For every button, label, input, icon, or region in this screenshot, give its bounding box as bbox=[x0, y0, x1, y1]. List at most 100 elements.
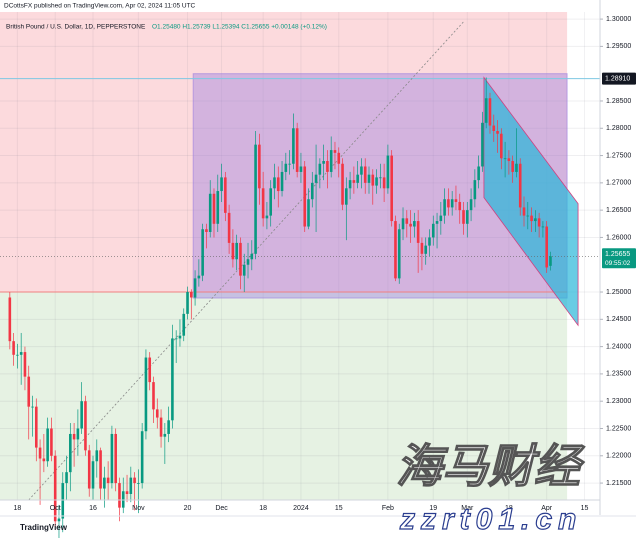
candle-body bbox=[69, 433, 72, 473]
publisher: DCottsFX published on TradingView.com, A… bbox=[4, 3, 196, 10]
candle-body bbox=[246, 259, 250, 265]
y-tick-label: 1.27500 bbox=[606, 152, 631, 159]
candle-body bbox=[394, 221, 397, 279]
candle-body bbox=[386, 155, 390, 189]
hline-label: 1.28910 bbox=[605, 75, 630, 82]
candle-body bbox=[288, 163, 291, 165]
candle-body bbox=[416, 221, 420, 243]
candle-body bbox=[431, 223, 435, 238]
candle-body bbox=[367, 174, 371, 183]
candle-body bbox=[31, 406, 34, 408]
candle-body bbox=[526, 215, 530, 217]
y-tick-label: 1.23000 bbox=[606, 398, 631, 405]
candle-body bbox=[375, 177, 378, 186]
candle-body bbox=[186, 292, 189, 314]
candle-body bbox=[397, 229, 401, 279]
y-tick-label: 1.26000 bbox=[606, 234, 631, 241]
candle-body bbox=[34, 406, 38, 448]
candle-body bbox=[12, 341, 15, 355]
candle-body bbox=[163, 433, 167, 437]
candle-body bbox=[496, 130, 499, 134]
candle-body bbox=[182, 313, 186, 336]
candle-body bbox=[515, 163, 518, 172]
candle-body bbox=[95, 450, 99, 462]
candle-body bbox=[152, 382, 155, 410]
candle-body bbox=[46, 428, 49, 462]
candle-body bbox=[273, 177, 276, 189]
candle-body bbox=[140, 431, 144, 484]
candle-body bbox=[269, 188, 272, 216]
candle-body bbox=[216, 191, 220, 224]
candle-body bbox=[465, 210, 469, 224]
countdown-label: 09:55:02 bbox=[605, 260, 631, 267]
candle-body bbox=[159, 417, 163, 437]
candle-body bbox=[254, 144, 257, 254]
candle-body bbox=[303, 166, 307, 227]
candle-body bbox=[322, 161, 325, 164]
candle-body bbox=[242, 264, 246, 276]
y-tick-label: 1.30000 bbox=[606, 16, 631, 23]
candle-body bbox=[428, 237, 431, 246]
candle-body bbox=[341, 163, 344, 205]
candle-body bbox=[447, 199, 450, 208]
candle-body bbox=[16, 354, 19, 356]
x-tick-label: Feb bbox=[382, 505, 394, 512]
candle-body bbox=[110, 433, 114, 484]
candle-body bbox=[537, 218, 541, 227]
x-tick-label: 20 bbox=[184, 505, 192, 512]
candle-body bbox=[201, 229, 204, 276]
candle-body bbox=[379, 177, 382, 179]
y-tick-label: 1.24500 bbox=[606, 316, 631, 323]
x-tick-label: Nov bbox=[132, 505, 145, 512]
candle-body bbox=[53, 455, 57, 522]
candle-body bbox=[276, 177, 280, 192]
candle-body bbox=[458, 201, 462, 211]
candle-body bbox=[314, 174, 318, 183]
candle-body bbox=[492, 125, 496, 131]
lower-zone bbox=[0, 292, 568, 500]
candle-body bbox=[450, 199, 454, 208]
y-tick-label: 1.21500 bbox=[606, 480, 631, 487]
candle-body bbox=[503, 158, 507, 160]
candle-body bbox=[439, 215, 443, 222]
candle-body bbox=[329, 150, 333, 172]
candle-body bbox=[137, 483, 140, 484]
candle-body bbox=[224, 177, 227, 213]
channel bbox=[483, 76, 579, 327]
candle-body bbox=[481, 122, 484, 167]
candle-body bbox=[118, 483, 121, 508]
candle-body bbox=[50, 428, 53, 456]
candle-body bbox=[220, 177, 223, 192]
candle-body bbox=[284, 163, 288, 172]
y-tick-label: 1.28500 bbox=[606, 98, 631, 105]
y-tick-label: 1.23500 bbox=[606, 371, 631, 378]
candle-body bbox=[484, 98, 488, 123]
candle-body bbox=[295, 128, 299, 172]
candle-body bbox=[212, 193, 216, 224]
candle-body bbox=[348, 180, 352, 189]
y-tick-label: 1.27000 bbox=[606, 180, 631, 187]
candle-body bbox=[390, 155, 393, 222]
x-tick-label: Apr bbox=[541, 505, 553, 512]
candle-body bbox=[420, 242, 424, 254]
symbol: British Pound / U.S. Dollar, 1D, PEPPERS… bbox=[6, 24, 146, 31]
last-price-label: 1.25655 bbox=[605, 251, 630, 258]
candle-body bbox=[488, 98, 492, 126]
candle-body bbox=[261, 188, 265, 219]
x-tick-label: 16 bbox=[89, 505, 97, 512]
candle-body bbox=[371, 174, 375, 186]
candle-body bbox=[356, 174, 359, 183]
candle-body bbox=[106, 477, 110, 484]
candle-body bbox=[405, 218, 409, 224]
footer-logo: TradingView bbox=[20, 523, 68, 532]
candle-body bbox=[318, 163, 322, 175]
x-tick-label: 18 bbox=[13, 505, 21, 512]
x-tick-label: Dec bbox=[215, 505, 228, 512]
candle-body bbox=[148, 357, 152, 383]
candle-body bbox=[307, 199, 310, 227]
candle-body bbox=[8, 297, 12, 342]
candle-body bbox=[507, 158, 511, 162]
y-tick-label: 1.22500 bbox=[606, 425, 631, 432]
candle-body bbox=[409, 223, 412, 227]
